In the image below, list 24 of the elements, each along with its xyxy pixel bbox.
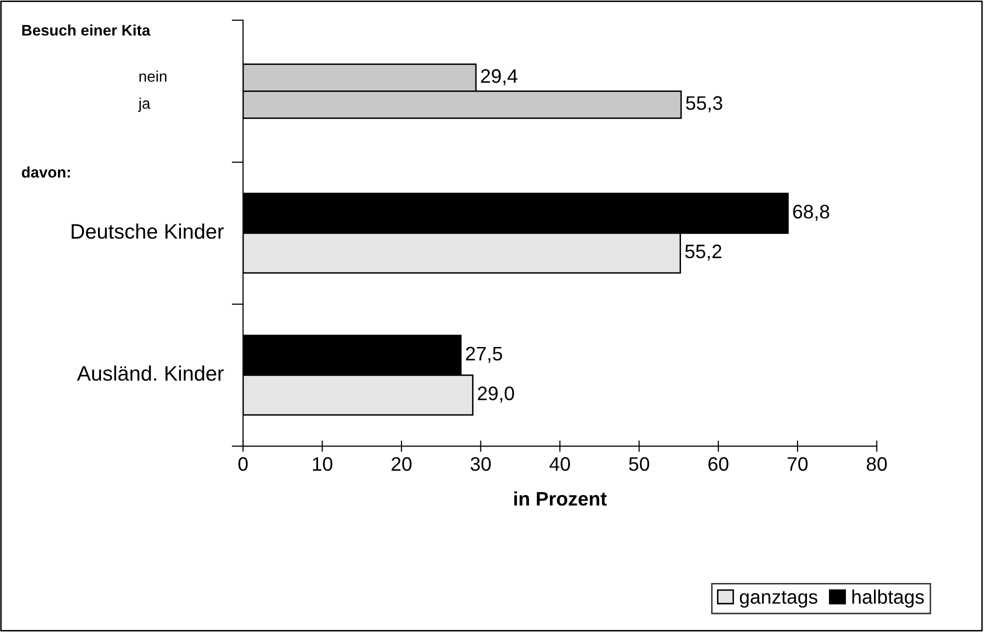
x-tick-label: 80	[866, 457, 887, 471]
x-tick-label: 70	[788, 457, 808, 471]
text: davon:	[22, 166, 70, 178]
x-tick-label: 30	[470, 457, 491, 471]
data-label: 55,3	[686, 96, 722, 112]
y-tick-label: Deutsche Kinder	[72, 224, 224, 239]
legend-label: halbtags	[852, 590, 924, 608]
x-tick-label: 60	[708, 457, 728, 471]
x-tick-label: 50	[629, 457, 650, 471]
x-tick-label: 0	[238, 457, 248, 471]
legend-label: ganztags	[740, 591, 818, 608]
x-tick-label: 20	[392, 457, 412, 471]
x-axis-title: in Prozent	[514, 491, 607, 506]
x-tick-label: 10	[312, 457, 332, 471]
y-tick-label: Ausländ. Kinder	[77, 365, 224, 381]
data-label: 29,4	[481, 69, 518, 86]
data-label: 27,5	[466, 346, 502, 363]
text: Besuch einer Kita	[22, 24, 150, 36]
y-tick-label: ja	[138, 98, 150, 112]
data-label: 55,2	[685, 244, 722, 261]
data-label: 68,8	[793, 204, 830, 221]
y-tick-label: nein	[140, 70, 166, 82]
data-label: 29,0	[478, 386, 514, 403]
x-tick-label: 40	[550, 457, 570, 471]
